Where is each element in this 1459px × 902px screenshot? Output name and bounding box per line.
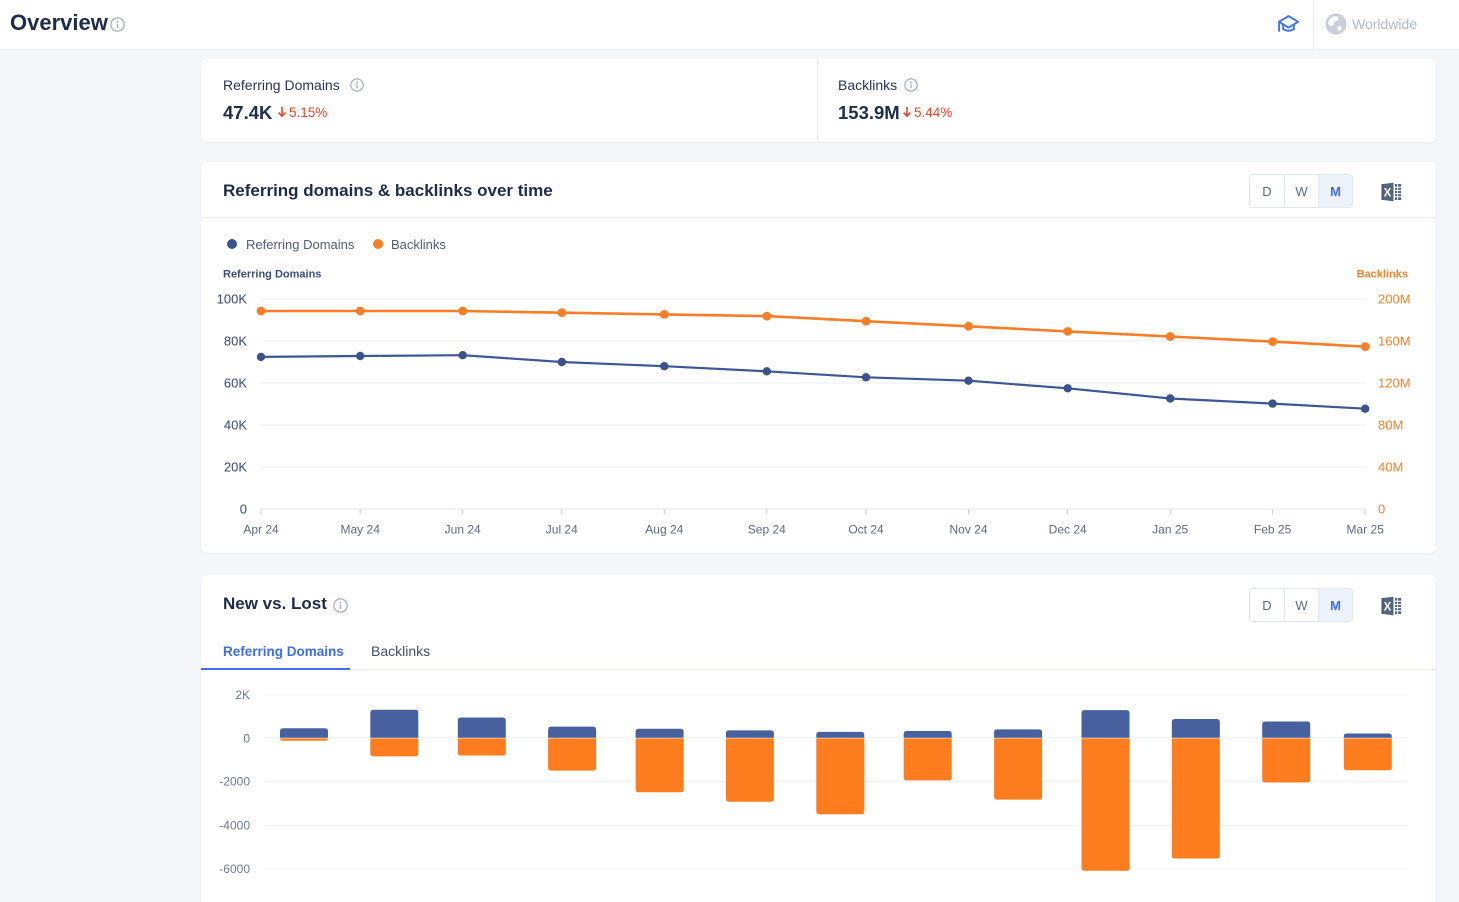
svg-text:X: X <box>1384 188 1392 200</box>
svg-text:Aug 24: Aug 24 <box>645 523 683 537</box>
svg-text:Referring Domains: Referring Domains <box>223 269 321 281</box>
svg-text:2K: 2K <box>235 688 250 702</box>
svg-text:May 24: May 24 <box>341 523 381 537</box>
svg-text:0: 0 <box>243 731 250 745</box>
svg-text:Backlinks: Backlinks <box>1357 269 1408 281</box>
svg-text:-6000: -6000 <box>219 862 250 876</box>
svg-text:40K: 40K <box>224 418 247 433</box>
svg-text:40M: 40M <box>1378 460 1403 475</box>
svg-text:Nov 24: Nov 24 <box>949 523 987 537</box>
svg-text:-2000: -2000 <box>219 775 250 789</box>
svg-text:0: 0 <box>1378 502 1385 517</box>
svg-text:X: X <box>1384 602 1392 614</box>
svg-text:60K: 60K <box>224 376 247 391</box>
svg-text:Jun 24: Jun 24 <box>445 523 481 537</box>
svg-text:80M: 80M <box>1378 418 1403 433</box>
svg-text:Oct 24: Oct 24 <box>848 523 884 537</box>
svg-text:120M: 120M <box>1378 376 1411 391</box>
svg-text:100K: 100K <box>217 292 248 307</box>
svg-text:Jul 24: Jul 24 <box>546 523 578 537</box>
svg-text:0: 0 <box>240 502 247 517</box>
svg-text:20K: 20K <box>224 460 247 475</box>
svg-text:Feb 25: Feb 25 <box>1254 523 1292 537</box>
svg-text:Sep 24: Sep 24 <box>748 523 786 537</box>
svg-text:200M: 200M <box>1378 292 1411 307</box>
svg-text:160M: 160M <box>1378 334 1411 349</box>
svg-text:Dec 24: Dec 24 <box>1049 523 1087 537</box>
svg-text:Mar 25: Mar 25 <box>1347 523 1385 537</box>
svg-text:-4000: -4000 <box>219 819 250 833</box>
svg-text:80K: 80K <box>224 334 247 349</box>
svg-text:Apr 24: Apr 24 <box>243 523 279 537</box>
svg-text:Jan 25: Jan 25 <box>1152 523 1188 537</box>
